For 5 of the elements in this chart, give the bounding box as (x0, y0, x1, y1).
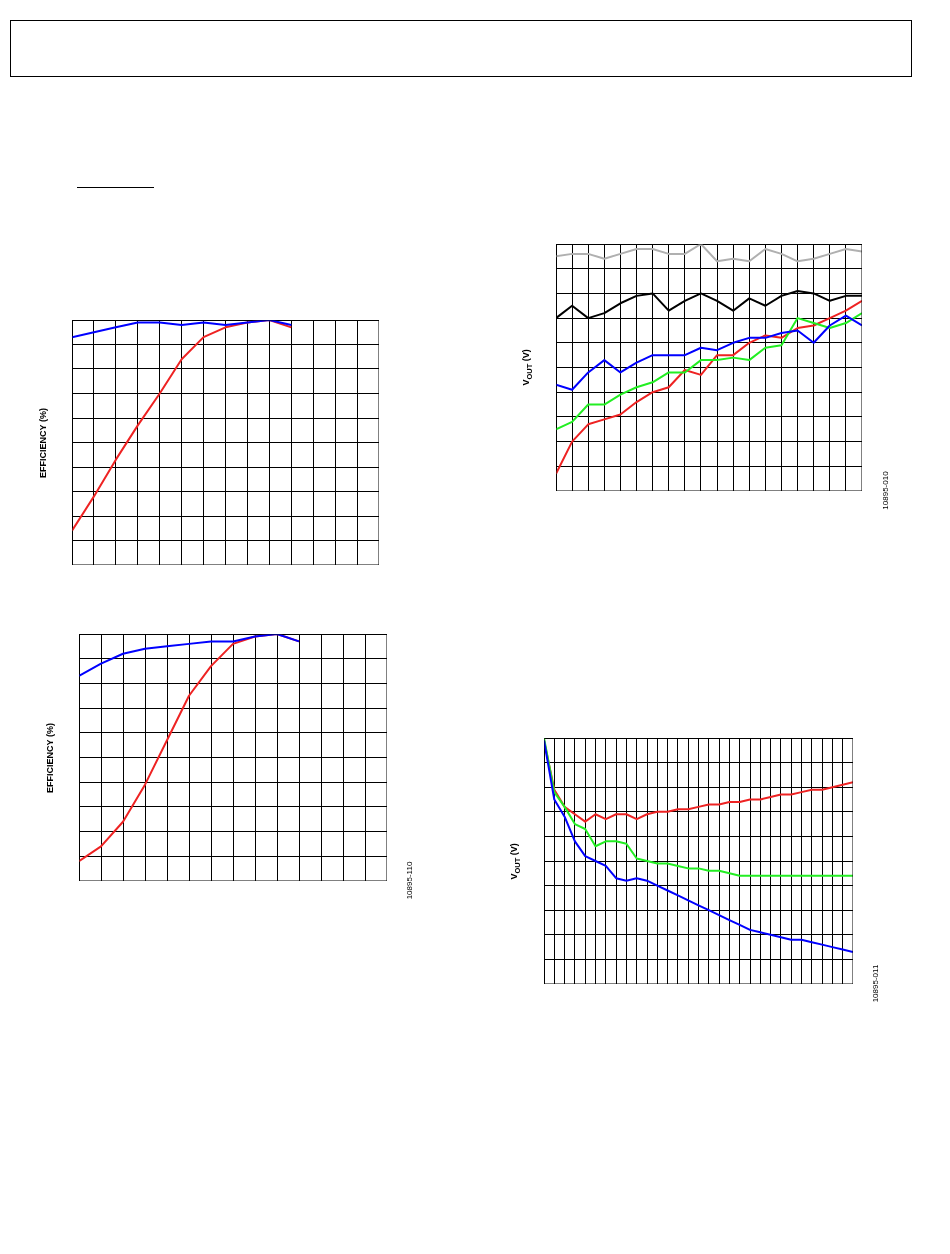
text: 10895-011 (871, 964, 881, 1003)
y-axis-title: EFFICIENCY (%) (37, 407, 48, 478)
text: 10895-110 (405, 861, 415, 900)
text: 10895-010 (880, 471, 890, 510)
y-axis-title: EFFICIENCY (%) (44, 722, 55, 793)
